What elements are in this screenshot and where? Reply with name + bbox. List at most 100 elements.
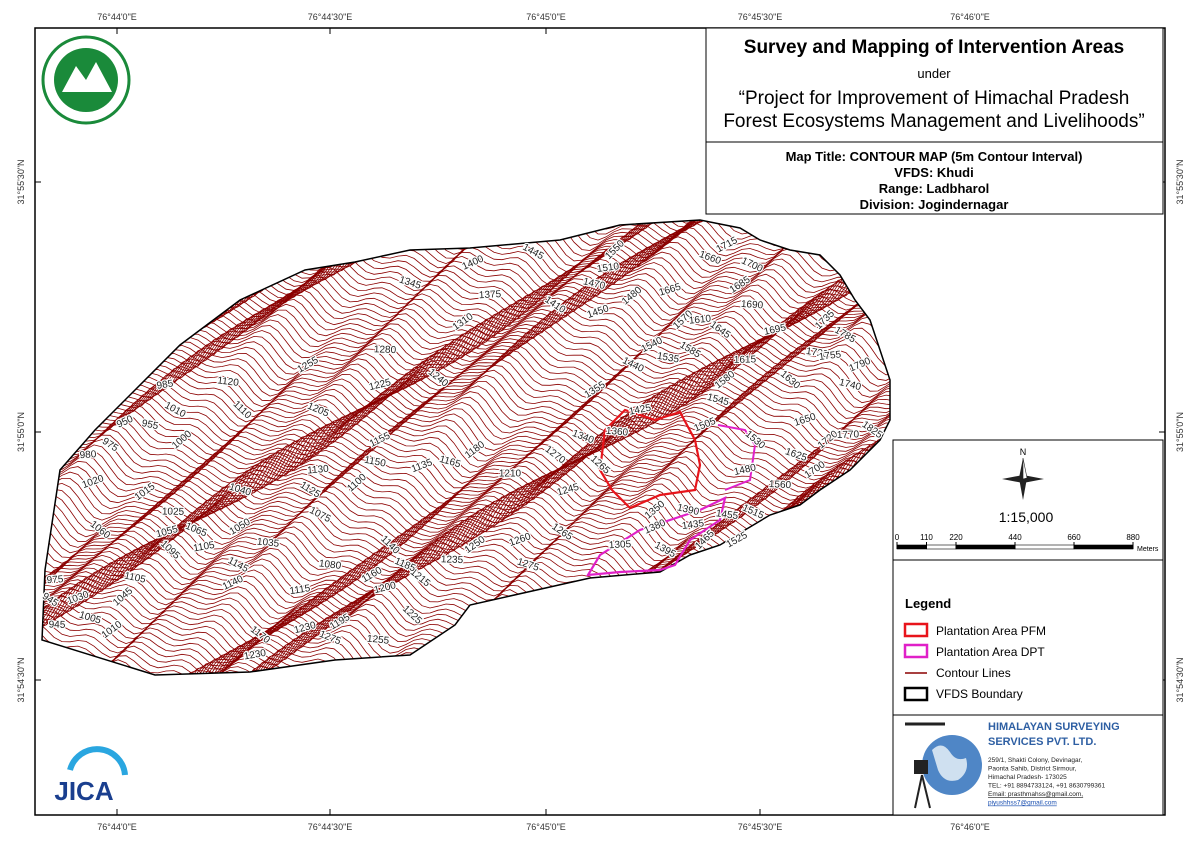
longitude-label: 76°45'30"E	[738, 12, 783, 22]
company-address: 259/1, Shakti Colony, Devinagar, Paonta S…	[988, 757, 1105, 807]
longitude-label: 76°45'30"E	[738, 822, 783, 832]
graticule: 76°44'0"E 76°44'0"E 76°44'30"E 76°44'30"E 76…	[16, 12, 1185, 832]
contour-line	[42, 234, 890, 417]
contour-label: 1305	[609, 539, 632, 551]
contour-line	[42, 388, 890, 583]
latitude-label: 31°55'30"N	[1175, 159, 1185, 204]
scale-tick-label: 0	[895, 533, 900, 542]
scale-segment	[926, 544, 957, 550]
scale-tick-label: 220	[949, 533, 963, 542]
contour-line	[42, 332, 890, 521]
north-label: N	[1020, 447, 1027, 457]
longitude-label: 76°46'0"E	[950, 12, 990, 22]
map-title: Map Title: CONTOUR MAP (5m Contour Inter…	[786, 149, 1083, 164]
legend-item: VFDS Boundary	[936, 687, 1023, 701]
longitude-label: 76°44'30"E	[308, 822, 353, 832]
latitude-label: 31°54'30"N	[16, 657, 26, 702]
contour-label: 975	[46, 574, 64, 586]
project-title: Forest Ecosystems Management and Livelih…	[723, 111, 1144, 132]
contour-label: 1035	[256, 537, 280, 550]
project-title: “Project for Improvement of Himachal Pra…	[739, 88, 1130, 109]
contour-line	[42, 244, 890, 433]
longitude-label: 76°46'0"E	[950, 822, 990, 832]
contour-label: 1770	[837, 429, 860, 441]
longitude-label: 76°44'0"E	[97, 12, 137, 22]
scale-segment	[1073, 544, 1134, 550]
forest-logo	[41, 35, 131, 125]
subtitle: under	[917, 66, 951, 81]
info-box	[705, 141, 1164, 215]
scale-tick-label: 880	[1126, 533, 1140, 542]
scale-tick-label: 440	[1008, 533, 1022, 542]
contour-label: 1560	[769, 479, 792, 491]
contour-line	[42, 327, 890, 515]
contour-label: 1360	[605, 426, 629, 439]
company-name: HIMALAYAN SURVEYING	[988, 721, 1120, 733]
contour-label: 1210	[499, 469, 522, 480]
company-logo	[905, 722, 982, 809]
contour-label: 1615	[734, 354, 757, 365]
contour-line	[42, 355, 890, 543]
legend-swatch	[903, 622, 929, 638]
scale-segment	[955, 544, 1016, 550]
contour-line	[42, 280, 890, 474]
contour-label: 1610	[688, 313, 712, 326]
contour-line	[42, 311, 890, 499]
contour-label: 1130	[307, 464, 330, 477]
contour-line	[42, 363, 890, 554]
latitude-label: 31°55'0"N	[1175, 412, 1185, 452]
contour-label: 1235	[441, 554, 464, 566]
contour-line	[42, 263, 890, 446]
contour-line	[42, 231, 890, 414]
legend-swatch	[903, 643, 929, 659]
contour-label: 1025	[162, 506, 185, 517]
address-line: Paonta Sahib, District Sirmour,	[988, 766, 1077, 773]
contour-line	[42, 445, 890, 632]
contour-label: 1510	[596, 261, 620, 275]
contour-line	[42, 321, 890, 510]
vfds-boundary	[41, 219, 891, 676]
contour-label: 1080	[318, 558, 342, 572]
contour-label: 1435	[681, 518, 705, 532]
contour-line	[42, 430, 890, 588]
contour-label: 1375	[479, 289, 502, 301]
latitude-label: 31°54'30"N	[1175, 657, 1185, 702]
legend-item: Contour Lines	[936, 666, 1011, 680]
address-line: Email: prasthmahss@gmail.com,	[988, 791, 1083, 798]
legend-swatch	[903, 686, 929, 702]
longitude-label: 76°45'0"E	[526, 822, 566, 832]
contour-label: 1455	[715, 508, 739, 522]
contour-line	[42, 434, 890, 621]
pfm-area	[598, 408, 702, 510]
contour-line	[42, 279, 890, 434]
contour-line	[42, 420, 890, 591]
company-name: SERVICES PVT. LTD.	[988, 736, 1096, 748]
contour-line	[42, 234, 890, 422]
contour-label: 1720	[805, 346, 829, 360]
jica-text: JICA	[54, 776, 113, 806]
dpt-area	[717, 424, 757, 491]
contour-line	[42, 259, 890, 443]
contour-label: 1230	[243, 648, 267, 663]
jica-logo: JICA	[54, 746, 128, 806]
scale-segment	[896, 544, 927, 550]
title: Survey and Mapping of Intervention Areas	[744, 37, 1124, 58]
contour-label: 1105	[192, 540, 216, 555]
scale-unit: Meters	[1137, 546, 1159, 553]
contour-line	[42, 249, 890, 436]
latitude-label: 31°55'30"N	[16, 159, 26, 204]
legend-title: Legend	[905, 596, 951, 611]
range: Range: Ladbharol	[879, 181, 990, 196]
contour-line	[42, 439, 890, 595]
contour-label: 1255	[366, 634, 390, 647]
vfds: VFDS: Khudi	[894, 165, 973, 180]
longitude-label: 76°45'0"E	[526, 12, 566, 22]
north-arrow	[1002, 457, 1044, 500]
contour-line	[42, 260, 890, 445]
legend-item: Plantation Area PFM	[936, 624, 1046, 638]
contour-line	[42, 252, 890, 438]
contour-label: 945	[49, 619, 66, 630]
contour-label: 1535	[656, 351, 680, 366]
scale-bar: 0 110 220 440 660 880	[895, 533, 1140, 550]
